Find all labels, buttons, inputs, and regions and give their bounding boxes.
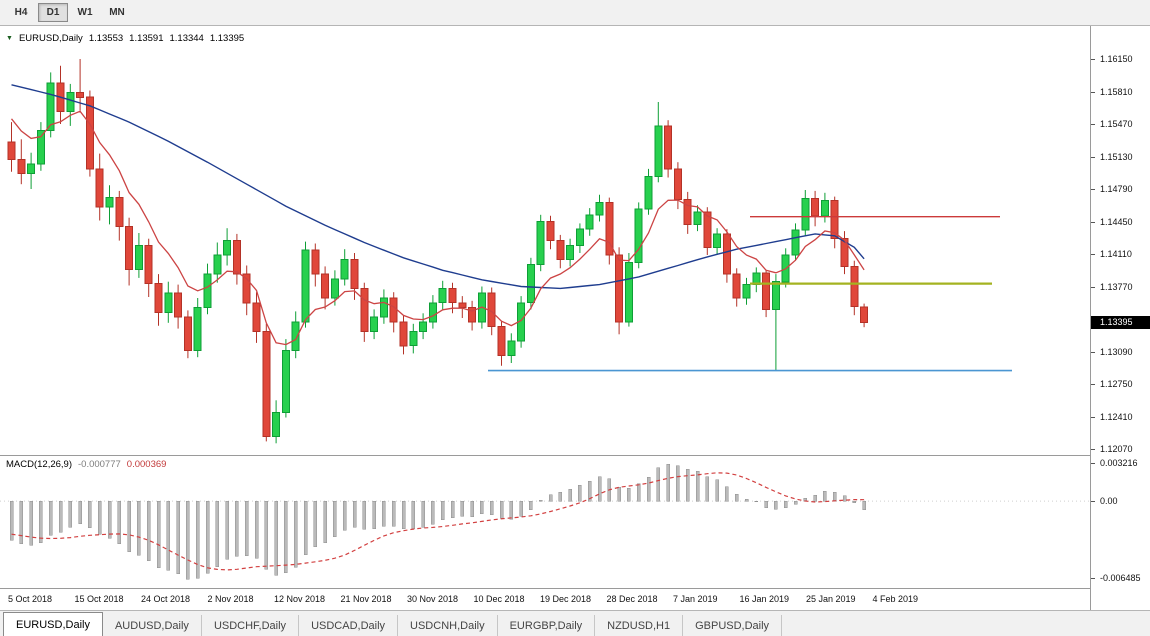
price-tick: [1091, 501, 1095, 503]
date-axis-label: 10 Dec 2018: [473, 594, 525, 604]
date-axis-label: 25 Jan 2019: [806, 594, 856, 604]
price-tick: [1091, 189, 1095, 190]
price-tick: [1091, 384, 1095, 385]
price-axis-label: 1.15470: [1091, 119, 1150, 130]
date-axis-label: 24 Oct 2018: [141, 594, 191, 604]
price-axis-label: 1.14790: [1091, 184, 1150, 195]
macd-name: MACD(12,26,9): [6, 459, 72, 470]
date-axis-label: 30 Nov 2018: [407, 594, 459, 604]
price-tick: [1091, 221, 1095, 223]
price-tick: [1091, 254, 1095, 255]
price-tick: [1091, 91, 1095, 93]
price-chart-canvas[interactable]: [0, 26, 1090, 455]
price-axis-label: 1.14110: [1091, 249, 1150, 260]
tab-usdcnh-daily[interactable]: USDCNH,Daily: [398, 615, 498, 636]
tab-nzdusd-h1[interactable]: NZDUSD,H1: [595, 615, 684, 636]
chart-symbol-label: EURUSD,Daily: [18, 33, 83, 44]
tab-eurusd-daily[interactable]: EURUSD,Daily: [3, 612, 103, 636]
price-tick: [1091, 578, 1095, 579]
price-axis-label: 1.16150: [1091, 54, 1150, 65]
tab-usdcad-daily[interactable]: USDCAD,Daily: [299, 615, 399, 636]
current-price-badge: 1.13395: [1091, 316, 1150, 330]
timeframe-d1-button[interactable]: D1: [38, 3, 68, 22]
chart-window: ▼ EURUSD,Daily 1.13553 1.13591 1.13344 1…: [0, 26, 1150, 610]
date-axis-label: 21 Nov 2018: [340, 594, 392, 604]
price-axis-label: 1.14450: [1091, 217, 1150, 228]
chart-dropdown-icon[interactable]: ▼: [6, 35, 13, 42]
price-axis-label: 1.15130: [1091, 152, 1150, 163]
date-axis-label: 15 Oct 2018: [74, 594, 124, 604]
price-tick: [1091, 351, 1095, 353]
price-tick: [1091, 463, 1095, 464]
ohlc-close-value: 1.13395: [209, 33, 245, 44]
tab-usdchf-daily[interactable]: USDCHF,Daily: [202, 615, 300, 636]
macd-signal-value: 0.000369: [126, 459, 167, 470]
macd-axis-label: 0.00: [1091, 496, 1150, 507]
date-axis[interactable]: 5 Oct 2018 15 Oct 2018 24 Oct 2018 2 Nov 20…: [0, 589, 1090, 610]
ohlc-high-value: 1.13591: [129, 33, 164, 44]
price-tick: [1091, 124, 1095, 125]
tab-gbpusd-daily[interactable]: GBPUSD,Daily: [683, 615, 783, 636]
price-tick: [1091, 449, 1095, 450]
date-axis-label: 4 Feb 2019: [872, 594, 919, 604]
date-axis-label: 2 Nov 2018: [207, 594, 254, 604]
macd-main-value: -0.000777: [78, 459, 121, 470]
date-axis-label: 16 Jan 2019: [739, 594, 790, 604]
tab-eurgbp-daily[interactable]: EURGBP,Daily: [498, 615, 596, 636]
date-axis-label: 5 Oct 2018: [8, 594, 53, 604]
pane-separator[interactable]: [0, 455, 1090, 456]
price-tick: [1091, 59, 1095, 60]
price-axis-label: 1.15810: [1091, 87, 1150, 98]
macd-axis-label: 0.003216: [1091, 458, 1150, 469]
ohlc-open-value: 1.13553: [88, 33, 124, 44]
chart-title: ▼ EURUSD,Daily 1.13553 1.13591 1.13344 1…: [6, 33, 244, 44]
date-axis-label: 7 Jan 2019: [673, 594, 718, 604]
price-axis-label: 1.13090: [1091, 347, 1150, 358]
macd-label: MACD(12,26,9) -0.000777 0.000369: [6, 459, 166, 470]
macd-indicator-canvas[interactable]: [0, 455, 1090, 588]
timeframe-mn-button[interactable]: MN: [102, 3, 132, 22]
ohlc-low-value: 1.13344: [169, 33, 204, 44]
timeframe-toolbar: H4 D1 W1 MN: [0, 0, 1150, 26]
price-axis-label: 1.12410: [1091, 412, 1150, 423]
macd-axis-label: -0.006485: [1091, 573, 1150, 584]
price-axis-label: 1.13770: [1091, 282, 1150, 293]
timeframe-w1-button[interactable]: W1: [70, 3, 100, 22]
tab-audusd-daily[interactable]: AUDUSD,Daily: [103, 615, 202, 636]
price-tick: [1091, 156, 1095, 158]
price-tick: [1091, 286, 1095, 288]
chart-tabs-bar: EURUSD,Daily AUDUSD,Daily USDCHF,Daily U…: [0, 610, 1150, 636]
date-axis-label: 12 Nov 2018: [274, 594, 326, 604]
date-axis-label: 19 Dec 2018: [540, 594, 592, 604]
timeframe-h4-button[interactable]: H4: [6, 3, 36, 22]
price-tick: [1091, 416, 1095, 418]
date-axis-label: 28 Dec 2018: [606, 594, 658, 604]
price-axis-label: 1.12750: [1091, 379, 1150, 390]
date-axis-separator: [0, 588, 1090, 589]
price-axis-separator: [1090, 26, 1091, 610]
price-axis[interactable]: 1.16150 1.15810 1.15470 1.15130 1.14790 1.144…: [1091, 26, 1150, 610]
price-axis-label: 1.12070: [1091, 444, 1150, 455]
